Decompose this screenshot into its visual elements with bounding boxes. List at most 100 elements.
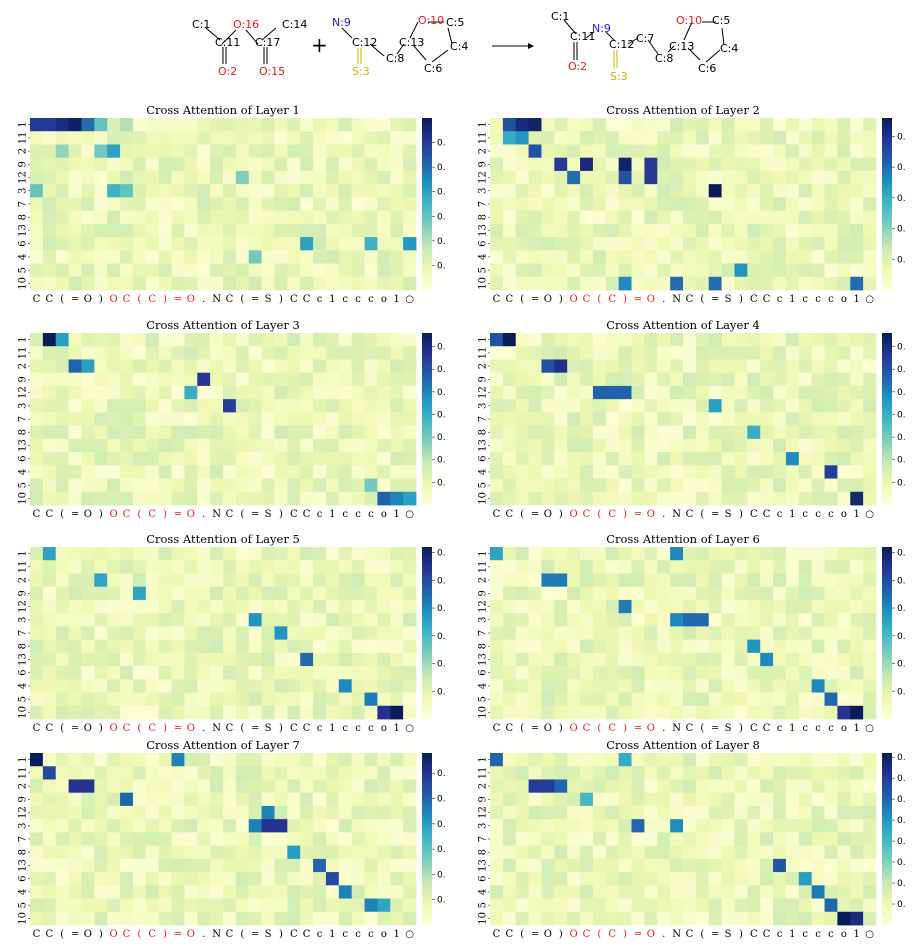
heatmap-cell bbox=[261, 385, 275, 400]
x-tick-label: C bbox=[750, 294, 758, 305]
heatmap-cell bbox=[171, 613, 185, 627]
heatmap-cell bbox=[94, 586, 108, 601]
heatmap-cell bbox=[184, 346, 198, 360]
heatmap-cell bbox=[171, 223, 185, 238]
heatmap-cell bbox=[184, 753, 198, 767]
heatmap-cell bbox=[274, 872, 288, 886]
heatmap-cell bbox=[68, 250, 82, 264]
heatmap-cell bbox=[541, 692, 555, 707]
heatmap-cell bbox=[567, 276, 581, 291]
x-tick-label: c bbox=[777, 929, 783, 940]
heatmap-cell bbox=[785, 792, 800, 807]
x-tick-label: C bbox=[303, 929, 311, 940]
heatmap-cell bbox=[515, 399, 529, 413]
heatmap-cell bbox=[197, 263, 211, 278]
heatmap-cell bbox=[68, 157, 82, 172]
heatmap-cell bbox=[55, 118, 69, 132]
heatmap-cell bbox=[107, 372, 121, 387]
y-tick-label: 4 bbox=[478, 683, 489, 689]
heatmap-cell bbox=[592, 425, 607, 440]
heatmap-cell bbox=[683, 131, 697, 145]
heatmap-cell bbox=[158, 385, 172, 400]
heatmap-cell bbox=[580, 372, 594, 387]
heatmap-cell bbox=[657, 237, 671, 251]
heatmap-cell bbox=[490, 885, 504, 899]
heatmap-cell bbox=[184, 652, 198, 667]
y-tick-label: 3 bbox=[18, 403, 29, 409]
colorbar-tick-label: 0.20 bbox=[437, 410, 445, 420]
heatmap-cell bbox=[605, 118, 620, 132]
heatmap-cell bbox=[515, 832, 529, 847]
heatmap-cell bbox=[210, 438, 224, 453]
heatmap-cell bbox=[760, 819, 774, 833]
heatmap-cell bbox=[580, 491, 594, 506]
heatmap-cell bbox=[490, 465, 504, 479]
heatmap-cell bbox=[261, 223, 275, 238]
heatmap-cells bbox=[30, 753, 417, 926]
heatmap-cell bbox=[120, 898, 134, 913]
y-tick-label: 12 bbox=[478, 600, 489, 613]
heatmap-cell bbox=[708, 263, 722, 278]
y-tick-label: 4 bbox=[478, 889, 489, 895]
x-tick-label: O bbox=[187, 294, 195, 305]
heatmap-cell bbox=[42, 465, 57, 479]
heatmap-cell bbox=[132, 210, 147, 225]
heatmap-cell bbox=[541, 478, 555, 493]
heatmap-cell bbox=[554, 359, 568, 374]
heatmap-cell bbox=[618, 779, 632, 794]
heatmap-cell bbox=[837, 872, 851, 886]
heatmap-cell bbox=[824, 438, 838, 453]
heatmap-cell bbox=[81, 223, 95, 238]
heatmap-cell bbox=[502, 276, 517, 291]
heatmap-cell bbox=[541, 276, 555, 291]
heatmap-cell bbox=[120, 197, 134, 212]
heatmap-cell bbox=[695, 573, 710, 588]
heatmap-cell bbox=[377, 197, 391, 212]
x-tick-label: ( bbox=[597, 294, 601, 305]
heatmap-cell bbox=[811, 452, 825, 466]
heatmap-cell bbox=[490, 452, 504, 466]
heatmap-cell bbox=[863, 805, 877, 820]
heatmap-cell bbox=[863, 237, 877, 251]
x-tick-label: = bbox=[711, 929, 719, 940]
heatmap-cell bbox=[695, 491, 710, 506]
heatmap-cell bbox=[580, 766, 594, 780]
atom-label: O:2 bbox=[218, 65, 237, 78]
y-tick-label: 9 bbox=[478, 796, 489, 802]
heatmap-cell bbox=[592, 210, 607, 225]
heatmap-cell bbox=[197, 898, 211, 913]
heatmap-cell bbox=[377, 832, 391, 847]
heatmap-cell bbox=[811, 858, 825, 873]
heatmap-cell bbox=[592, 626, 607, 641]
x-tick-label: S bbox=[725, 509, 732, 520]
heatmap-cell bbox=[528, 547, 542, 561]
heatmap-cell bbox=[592, 359, 607, 374]
heatmap-cell bbox=[274, 170, 288, 185]
heatmap-cell bbox=[515, 560, 529, 574]
heatmap-cell bbox=[824, 626, 838, 641]
heatmap-cell bbox=[798, 184, 813, 198]
x-tick-label: C bbox=[148, 929, 156, 940]
heatmap-cell bbox=[55, 652, 69, 667]
heatmap-cell bbox=[734, 346, 748, 360]
heatmap-cell bbox=[683, 639, 697, 654]
heatmap-cell bbox=[158, 679, 172, 693]
heatmap-cell bbox=[81, 184, 95, 198]
heatmap-cell bbox=[235, 438, 250, 453]
heatmap-cell bbox=[300, 276, 314, 291]
heatmap-cell bbox=[377, 613, 391, 627]
heatmap-cell bbox=[30, 898, 44, 913]
heatmap-cell bbox=[734, 626, 748, 641]
x-tick-label: O bbox=[647, 929, 655, 940]
heatmap-cell bbox=[708, 832, 722, 847]
heatmap-cell bbox=[364, 666, 378, 680]
heatmap-cell bbox=[120, 639, 134, 654]
heatmap-cell bbox=[235, 626, 250, 641]
heatmap-cell bbox=[592, 346, 607, 360]
heatmap-cell bbox=[248, 626, 262, 641]
x-tick-label: C bbox=[123, 509, 131, 520]
heatmap-cell bbox=[210, 465, 224, 479]
heatmap-cell bbox=[235, 276, 250, 291]
heatmap-cell bbox=[631, 210, 645, 225]
heatmap-cell bbox=[55, 766, 69, 780]
